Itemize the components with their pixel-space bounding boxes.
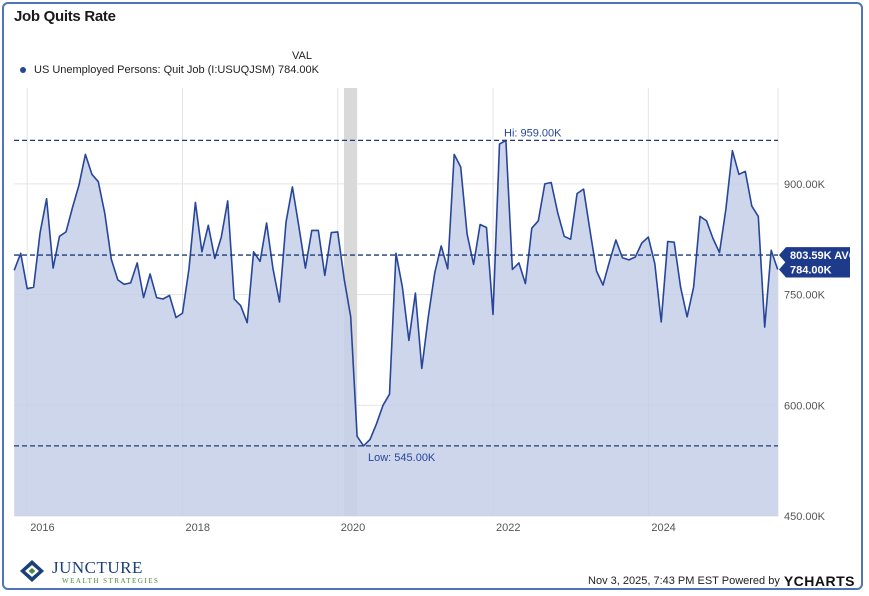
low-label: Low: 545.00K bbox=[368, 452, 436, 464]
x-tick-label: 2016 bbox=[30, 522, 54, 534]
juncture-logo: JUNCTURE WEALTH STRATEGIES bbox=[18, 556, 158, 586]
legend-series-name: US Unemployed Persons: Quit Job (I:USUQJ… bbox=[34, 64, 275, 76]
y-tick-label: 900.00K bbox=[784, 179, 826, 191]
series-area bbox=[14, 140, 778, 516]
x-tick-label: 2018 bbox=[185, 522, 209, 534]
legend-series-value: 784.00K bbox=[278, 64, 319, 76]
y-tick-label: 600.00K bbox=[784, 400, 826, 412]
ycharts-brand[interactable]: YCHARTS bbox=[783, 573, 855, 589]
hi-label: Hi: 959.00K bbox=[504, 127, 562, 139]
logo-subtitle: WEALTH STRATEGIES bbox=[62, 577, 160, 585]
last-value-badge-label: 784.00K bbox=[790, 265, 832, 277]
avg-badge bbox=[779, 247, 850, 264]
x-tick-label: 2020 bbox=[341, 522, 365, 534]
page-title: Job Quits Rate bbox=[14, 8, 116, 25]
x-tick-label: 2022 bbox=[496, 522, 520, 534]
last-value-badge bbox=[779, 261, 850, 278]
legend-value-header: VAL bbox=[292, 50, 312, 62]
diamond-logo-icon bbox=[20, 560, 44, 582]
logo-name: JUNCTURE bbox=[52, 558, 143, 577]
y-tick-label: 750.00K bbox=[784, 290, 826, 302]
y-tick-label: 450.00K bbox=[784, 511, 826, 523]
series-line bbox=[13, 139, 779, 447]
x-tick-label: 2024 bbox=[651, 522, 675, 534]
footer-timestamp: Nov 3, 2025, 7:43 PM EST Powered by bbox=[588, 575, 780, 587]
avg-badge-label: 803.59K AVG bbox=[790, 250, 857, 262]
legend: US Unemployed Persons: Quit Job (I:USUQJ… bbox=[20, 64, 319, 76]
series-dot-icon bbox=[20, 67, 26, 73]
footer-attribution: Nov 3, 2025, 7:43 PM EST Powered by YCHA… bbox=[588, 573, 855, 589]
